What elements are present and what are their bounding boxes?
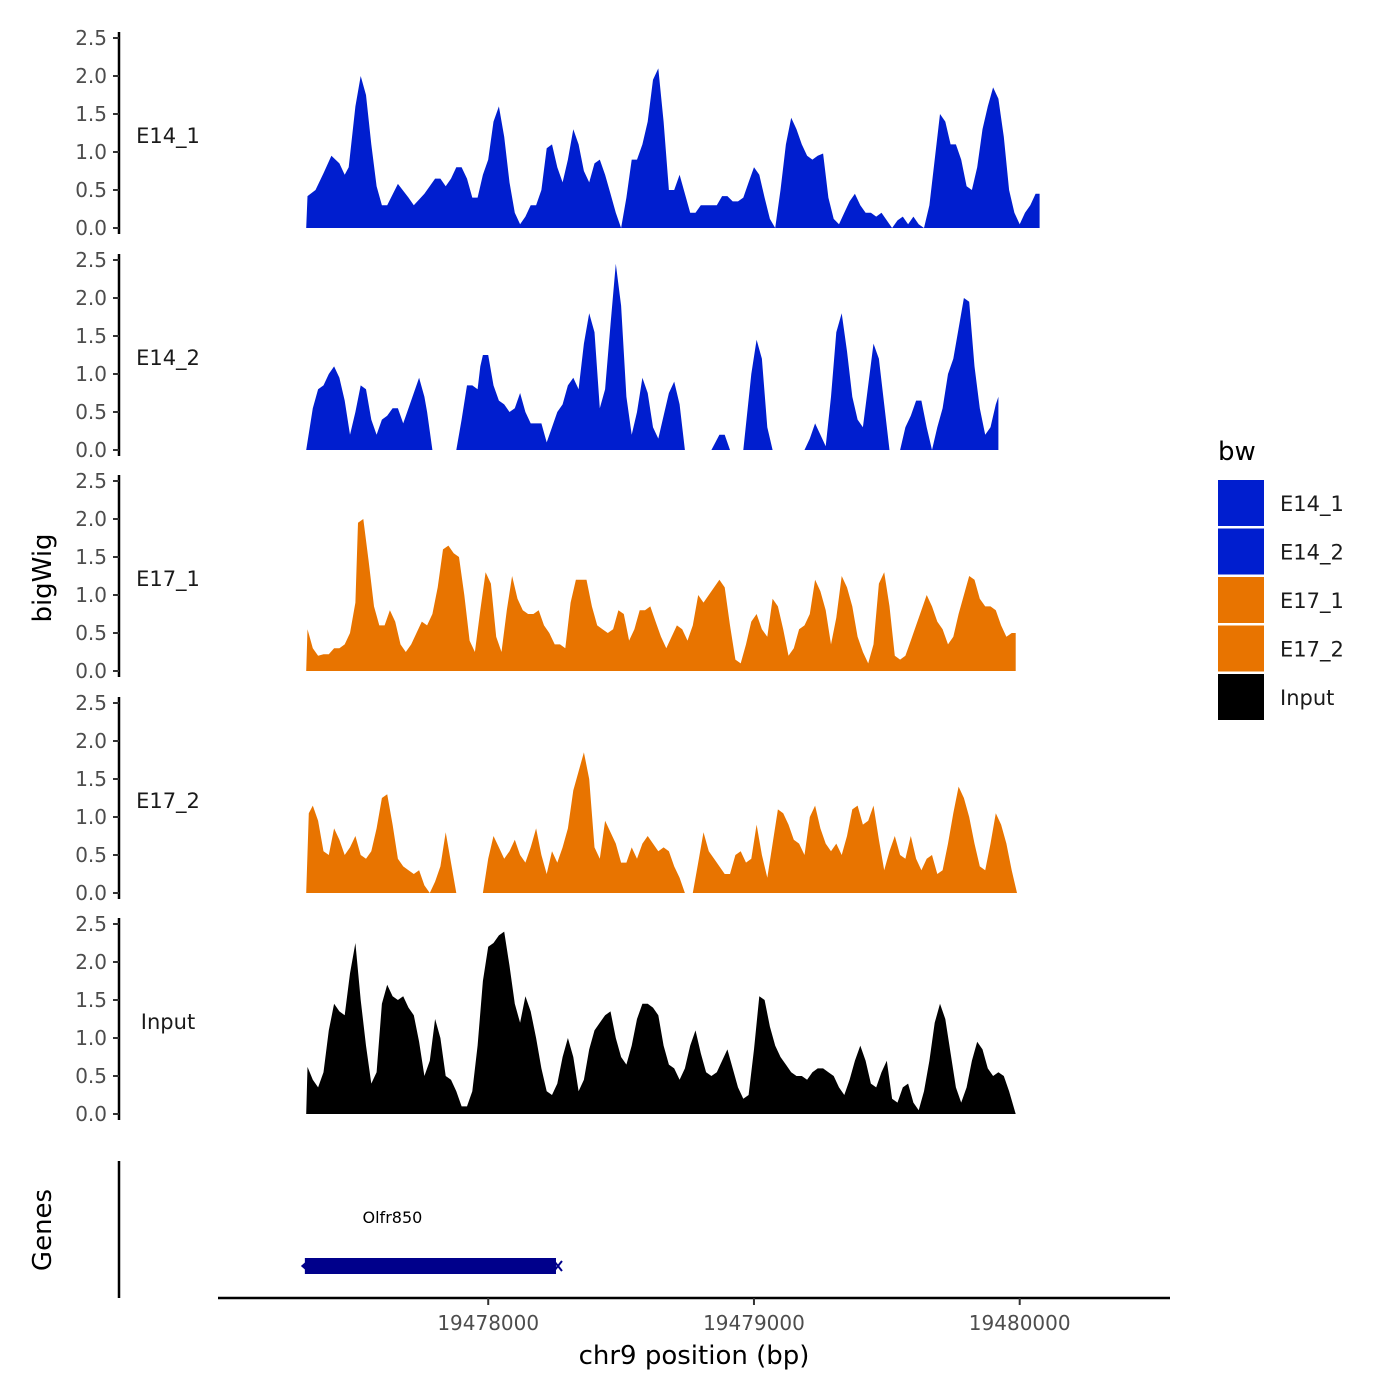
track-label-e17-2: E17_2 bbox=[136, 789, 200, 814]
gene-start-marker bbox=[300, 1260, 308, 1272]
legend-label-e14-1: E14_1 bbox=[1280, 492, 1344, 517]
y-tick-label: 0.0 bbox=[75, 216, 107, 240]
x-axis: 19478000 19479000 19480000 bbox=[218, 1296, 1170, 1335]
y-tick-label: 1.5 bbox=[75, 545, 107, 569]
genes-axis-title: Genes bbox=[28, 1189, 58, 1271]
y-tick-label: 1.5 bbox=[75, 767, 107, 791]
x-tick-label: 19479000 bbox=[703, 1311, 805, 1335]
legend-label-e17-1: E17_1 bbox=[1280, 589, 1344, 614]
signal-area-e14-1 bbox=[306, 68, 1040, 229]
legend-swatch-input bbox=[1218, 674, 1264, 720]
y-tick-label: 0.5 bbox=[75, 1064, 107, 1088]
y-tick-label: 0.0 bbox=[75, 1102, 107, 1126]
y-tick-label: 2.0 bbox=[75, 729, 107, 753]
y-tick-label: 0.5 bbox=[75, 178, 107, 202]
x-tick-label: 19478000 bbox=[437, 1311, 539, 1335]
x-axis-title: chr9 position (bp) bbox=[579, 1341, 810, 1371]
track-e17-1: 0.0 0.5 1.0 1.5 2.0 2.5 E17_1 bbox=[75, 469, 1016, 683]
track-e14-1: 0.0 0.5 1.0 1.5 2.0 2.5 E14_1 bbox=[75, 26, 1040, 240]
y-tick-label: 2.0 bbox=[75, 286, 107, 310]
y-tick-label: 1.0 bbox=[75, 362, 107, 386]
y-tick-label: 2.5 bbox=[75, 912, 107, 936]
bigwig-tracks: 0.0 0.5 1.0 1.5 2.0 2.5 E14_1 0.0 0.5 1.0 1.5 2.0 2.… bbox=[75, 26, 1040, 1126]
y-tick-label: 1.0 bbox=[75, 1026, 107, 1050]
y-tick-label: 2.0 bbox=[75, 950, 107, 974]
legend-swatch-e14-2 bbox=[1218, 528, 1264, 575]
legend-label-e17-2: E17_2 bbox=[1280, 638, 1344, 663]
genes-panel: Olfr850 bbox=[117, 1161, 563, 1298]
track-label-e17-1: E17_1 bbox=[136, 567, 200, 592]
y-tick-label: 0.5 bbox=[75, 621, 107, 645]
y-tick-label: 2.0 bbox=[75, 64, 107, 88]
track-label-e14-2: E14_2 bbox=[136, 346, 200, 371]
track-label-e14-1: E14_1 bbox=[136, 124, 200, 149]
y-tick-label: 1.0 bbox=[75, 583, 107, 607]
gene-body-olfr850 bbox=[304, 1258, 556, 1274]
legend-title: bw bbox=[1218, 437, 1256, 467]
y-tick-label: 1.0 bbox=[75, 805, 107, 829]
y-tick-label: 2.5 bbox=[75, 691, 107, 715]
legend-swatch-e17-1 bbox=[1218, 577, 1264, 623]
legend-swatch-e14-1 bbox=[1218, 480, 1264, 526]
signal-area-e17-2 bbox=[306, 752, 1017, 893]
track-label-input: Input bbox=[141, 1010, 195, 1034]
track-input: 0.0 0.5 1.0 1.5 2.0 2.5 Input bbox=[75, 912, 1016, 1126]
y-tick-label: 0.0 bbox=[75, 659, 107, 683]
y-tick-label: 1.5 bbox=[75, 324, 107, 348]
track-e17-2: 0.0 0.5 1.0 1.5 2.0 2.5 E17_2 bbox=[75, 691, 1017, 905]
y-tick-label: 1.5 bbox=[75, 988, 107, 1012]
track-e14-2: 0.0 0.5 1.0 1.5 2.0 2.5 E14_2 bbox=[75, 248, 999, 462]
y-tick-label: 0.0 bbox=[75, 881, 107, 905]
signal-area-input bbox=[306, 931, 1016, 1114]
signal-area-e14-2 bbox=[306, 263, 999, 450]
y-axis-title: bigWig bbox=[28, 533, 58, 622]
y-tick-label: 2.5 bbox=[75, 26, 107, 50]
y-tick-label: 2.5 bbox=[75, 469, 107, 493]
x-tick-label: 19480000 bbox=[969, 1311, 1071, 1335]
signal-area-e17-1 bbox=[306, 519, 1016, 671]
legend-label-e14-2: E14_2 bbox=[1280, 541, 1344, 566]
y-tick-label: 0.0 bbox=[75, 438, 107, 462]
y-tick-label: 0.5 bbox=[75, 843, 107, 867]
y-tick-label: 2.5 bbox=[75, 248, 107, 272]
y-tick-label: 2.0 bbox=[75, 507, 107, 531]
gene-end-marker bbox=[553, 1260, 563, 1272]
legend-swatch-e17-2 bbox=[1218, 625, 1264, 672]
legend: bw E14_1 E14_2 E17_1 E17_2 Input bbox=[1218, 437, 1344, 720]
legend-label-input: Input bbox=[1280, 686, 1334, 710]
gene-label-olfr850: Olfr850 bbox=[363, 1208, 423, 1227]
y-tick-label: 1.0 bbox=[75, 140, 107, 164]
y-tick-label: 1.5 bbox=[75, 102, 107, 126]
y-tick-label: 0.5 bbox=[75, 400, 107, 424]
